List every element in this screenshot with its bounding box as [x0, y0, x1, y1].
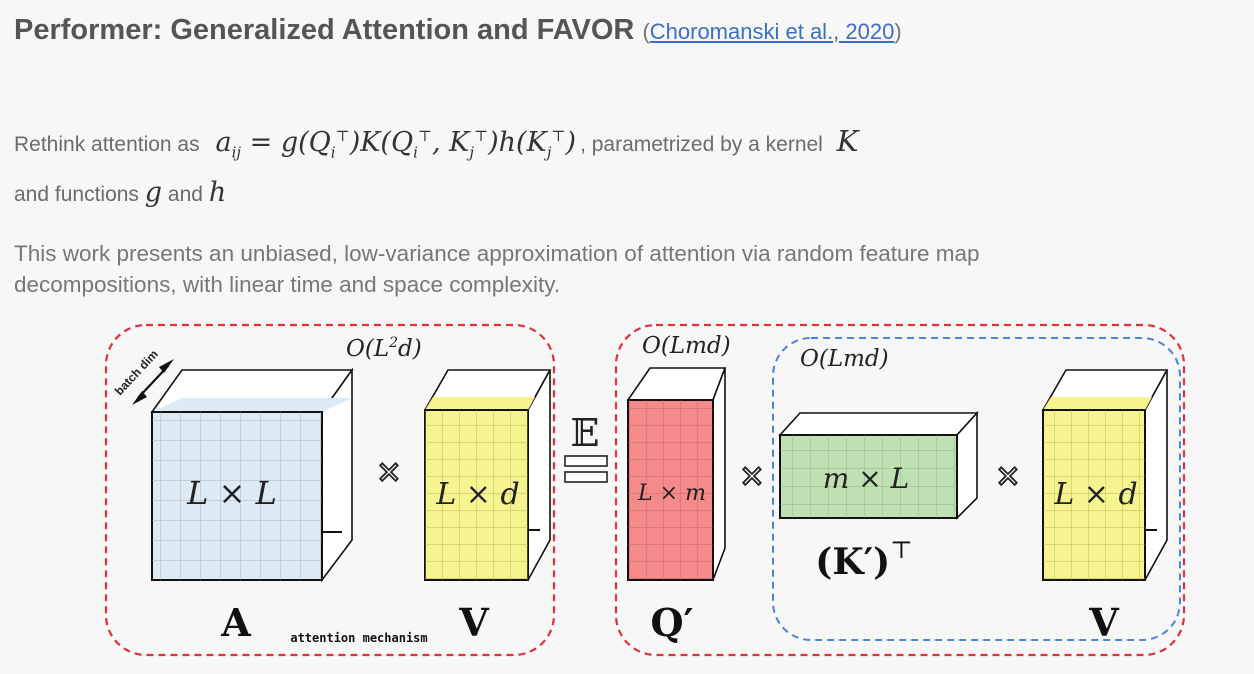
intro-line-2: and functions g and h: [14, 177, 226, 208]
block-V1: [423, 369, 552, 581]
citation: (Choromanski et al., 2020): [642, 19, 902, 44]
g-symbol: g: [144, 177, 163, 208]
intro-prefix: Rethink attention as: [14, 133, 200, 156]
block-A-dims: L × L: [186, 474, 277, 512]
equals-sign: [564, 455, 608, 483]
label-V2: V: [1088, 600, 1120, 645]
citation-link[interactable]: Choromanski et al., 2020: [649, 19, 895, 44]
block-A: [150, 367, 354, 583]
title-text: Performer: Generalized Attention and FAV…: [14, 14, 635, 46]
h-symbol: h: [208, 177, 227, 208]
block-Q: [626, 367, 727, 581]
attention-equation: aij = g(Qi⊤)K(Qi⊤, Kj⊤)h(Kj⊤): [215, 127, 577, 162]
times-icon-1: ✕: [376, 456, 401, 491]
block-K: [778, 410, 979, 520]
kernel-symbol: K: [836, 124, 859, 158]
block-Q-dims: L × m: [637, 481, 706, 506]
slide-title: Performer: Generalized Attention and FAV…: [14, 14, 902, 47]
left-complexity: O(L2d): [346, 335, 422, 362]
times-icon-2: ✕: [739, 460, 764, 495]
q-complexity: O(Lmd): [642, 333, 731, 359]
kv-group-box: [772, 337, 1181, 641]
right-group-box: [614, 323, 1186, 657]
and-word: and: [167, 183, 203, 206]
description-text: This work presents an unbiased, low-vari…: [14, 241, 980, 297]
label-A: A: [220, 600, 251, 645]
batch-dim-label: batch dim: [112, 347, 161, 398]
left-group-box: [104, 323, 556, 657]
block-K-dims: m × L: [823, 462, 909, 495]
label-V1: V: [458, 600, 490, 645]
block-V1-dims: L × d: [435, 477, 519, 512]
intro-line: Rethink attention as aij = g(Qi⊤)K(Qi⊤, …: [14, 124, 858, 161]
line2-prefix: and functions: [14, 183, 139, 206]
expectation-symbol: 𝔼: [571, 411, 600, 455]
attention-mechanism-label: attention mechanism: [290, 631, 427, 645]
label-K: (K′)⊤: [815, 536, 912, 583]
k-complexity: O(Lmd): [800, 346, 889, 372]
batch-dim-arrow: [132, 359, 174, 405]
block-V2-dims: L × d: [1053, 477, 1137, 512]
label-Q: Q′: [650, 600, 693, 645]
times-icon-3: ✕: [995, 460, 1020, 495]
block-V2: [1041, 369, 1169, 581]
intro-suffix: , parametrized by a kernel: [580, 133, 823, 156]
